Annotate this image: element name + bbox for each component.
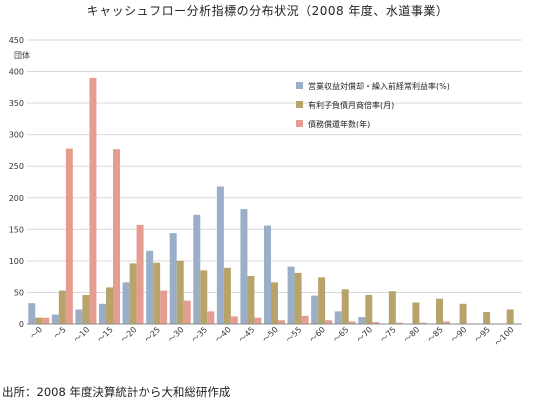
bar-series-3 bbox=[348, 321, 356, 324]
bar-series-2 bbox=[247, 276, 255, 324]
x-tick-label: ～60 bbox=[308, 325, 327, 344]
bar-series-2 bbox=[58, 290, 66, 324]
bar-series-2 bbox=[129, 263, 137, 324]
x-tick-label: ～85 bbox=[426, 325, 445, 344]
bar-series-1 bbox=[311, 295, 319, 324]
bar-series-3 bbox=[372, 322, 380, 324]
x-tick-label: ～15 bbox=[96, 325, 115, 344]
bar-series-2 bbox=[483, 312, 491, 324]
bar-series-1 bbox=[169, 233, 177, 324]
y-tick-label: 450 bbox=[9, 36, 24, 45]
y-tick-label: 250 bbox=[9, 162, 24, 171]
x-tick-label: ～40 bbox=[214, 325, 233, 344]
bar-series-3 bbox=[278, 320, 285, 324]
y-tick-label: 0 bbox=[19, 320, 24, 329]
bar-series-1 bbox=[99, 303, 106, 324]
x-tick-label: ～90 bbox=[449, 325, 468, 344]
bar-series-3 bbox=[113, 149, 120, 324]
x-tick-label: ～0 bbox=[29, 325, 45, 341]
bar-series-3 bbox=[419, 322, 427, 324]
legend-swatch-1 bbox=[296, 82, 303, 89]
x-tick-label: ～80 bbox=[402, 325, 421, 344]
bar-series-3 bbox=[207, 311, 215, 324]
bar-series-2 bbox=[106, 287, 113, 324]
bar-series-1 bbox=[193, 214, 201, 324]
y-tick-label: 200 bbox=[9, 194, 24, 203]
bar-series-3 bbox=[443, 321, 450, 324]
bar-series-2 bbox=[294, 272, 302, 324]
bar-series-2 bbox=[388, 291, 396, 324]
x-tick-label: ～10 bbox=[72, 325, 91, 344]
legend-label-2: 有利子負債月商倍率(月) bbox=[308, 100, 394, 110]
bar-series-3 bbox=[65, 148, 73, 324]
chart-title: キャッシュフロー分析指標の分布状況（2008 年度、水道事業） bbox=[86, 4, 449, 18]
bar-series-1 bbox=[358, 317, 366, 324]
bar-series-1 bbox=[264, 225, 271, 324]
bar-series-2 bbox=[176, 260, 184, 324]
bar-series-1 bbox=[75, 309, 83, 324]
legend-swatch-2 bbox=[296, 101, 303, 108]
bar-series-3 bbox=[183, 300, 191, 324]
bar-series-2 bbox=[318, 277, 326, 324]
x-tick-label: ～25 bbox=[143, 325, 162, 344]
bar-series-2 bbox=[271, 282, 278, 324]
legend-swatch-3 bbox=[296, 120, 303, 127]
y-tick-label: 350 bbox=[9, 99, 24, 108]
x-tick-label: ～70 bbox=[355, 325, 374, 344]
legend-label-3: 債務償還年数(年) bbox=[308, 119, 370, 129]
bar-series-3 bbox=[136, 224, 144, 324]
bar-series-2 bbox=[223, 267, 231, 324]
x-tick-label: ～45 bbox=[237, 325, 256, 344]
y-tick-label: 50 bbox=[14, 288, 24, 297]
x-tick-label: ～35 bbox=[190, 325, 209, 344]
x-tick-label: ～100 bbox=[493, 325, 516, 348]
bar-series-1 bbox=[287, 266, 295, 324]
bar-series-2 bbox=[35, 317, 43, 324]
x-tick-label: ～55 bbox=[284, 325, 303, 344]
bar-series-1 bbox=[28, 303, 36, 324]
bar-series-3 bbox=[42, 317, 50, 324]
x-tick-label: ～75 bbox=[379, 325, 398, 344]
legend-label-1: 営業収益対償却・繰入前経常利益率(%) bbox=[308, 81, 450, 91]
bar-series-3 bbox=[160, 290, 168, 324]
bar-series-1 bbox=[51, 314, 59, 324]
bar-series-2 bbox=[153, 262, 161, 324]
bar-series-2 bbox=[436, 298, 443, 324]
bar-series-3 bbox=[301, 315, 309, 324]
bar-series-2 bbox=[412, 302, 420, 324]
bar-series-3 bbox=[89, 77, 97, 324]
y-tick-label: 300 bbox=[9, 131, 24, 140]
y-tick-label: 100 bbox=[9, 257, 24, 266]
source-note: 出所：2008 年度決算統計から大和総研作成 bbox=[2, 385, 231, 399]
bar-series-3 bbox=[254, 317, 262, 324]
bar-series-2 bbox=[506, 309, 514, 324]
x-tick-label: ～30 bbox=[166, 325, 185, 344]
bar-series-2 bbox=[200, 270, 208, 324]
bar-series-1 bbox=[122, 282, 130, 324]
bar-series-1 bbox=[216, 186, 224, 324]
bar-series-3 bbox=[395, 322, 403, 324]
x-tick-label: ～20 bbox=[119, 325, 138, 344]
x-tick-label: ～5 bbox=[52, 325, 68, 341]
bar-series-1 bbox=[334, 311, 342, 324]
x-tick-label: ～65 bbox=[331, 325, 350, 344]
y-axis-label: 団体 bbox=[14, 50, 30, 60]
x-tick-label: ～50 bbox=[261, 325, 280, 344]
bar-series-2 bbox=[341, 289, 349, 324]
bar-series-1 bbox=[146, 250, 154, 324]
y-tick-label: 400 bbox=[9, 68, 24, 77]
y-tick-label: 150 bbox=[9, 225, 24, 234]
bar-series-2 bbox=[459, 303, 467, 324]
bar-series-3 bbox=[325, 320, 333, 324]
x-tick-label: ～95 bbox=[473, 325, 492, 344]
bar-series-1 bbox=[240, 209, 248, 324]
bar-series-2 bbox=[365, 294, 373, 324]
bar-series-3 bbox=[230, 316, 238, 324]
bar-series-2 bbox=[82, 294, 90, 324]
